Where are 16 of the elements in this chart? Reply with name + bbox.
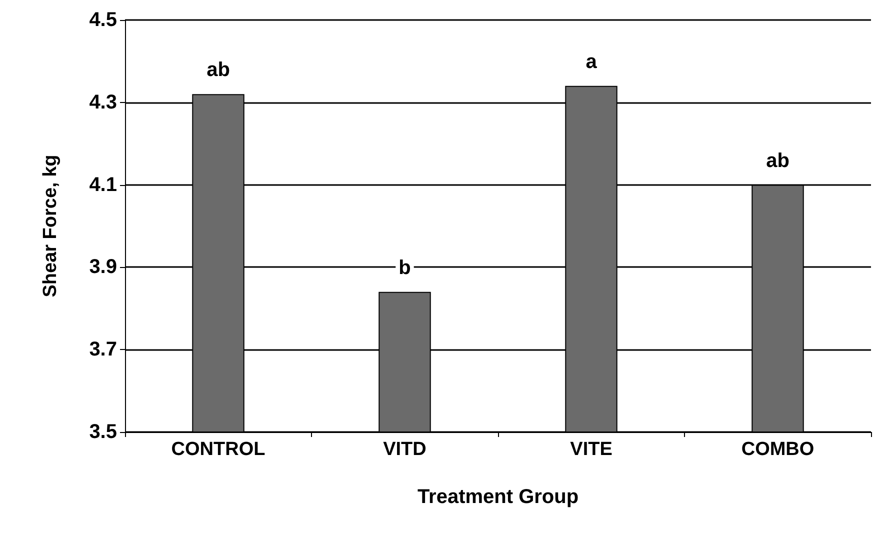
y-axis-title: Shear Force, kg: [40, 154, 61, 298]
data-label: ab: [766, 150, 790, 172]
y-tick-label: 3.7: [89, 338, 117, 361]
y-tick-label: 4.5: [89, 9, 117, 31]
y-tick-label: 3.5: [89, 421, 117, 443]
x-axis-title: Treatment Group: [417, 486, 579, 508]
data-label: ab: [206, 59, 230, 82]
x-tick-label: VITD: [383, 439, 426, 460]
y-tick-label: 3.9: [89, 256, 117, 278]
data-label: b: [398, 256, 411, 279]
data-label: a: [586, 50, 598, 73]
x-tick-label: VITE: [570, 439, 612, 460]
y-tick-label: 4.3: [89, 91, 117, 114]
y-tick-label: 4.1: [89, 174, 117, 196]
x-tick-label: COMBO: [741, 439, 814, 460]
x-tick-label: CONTROL: [171, 439, 266, 460]
